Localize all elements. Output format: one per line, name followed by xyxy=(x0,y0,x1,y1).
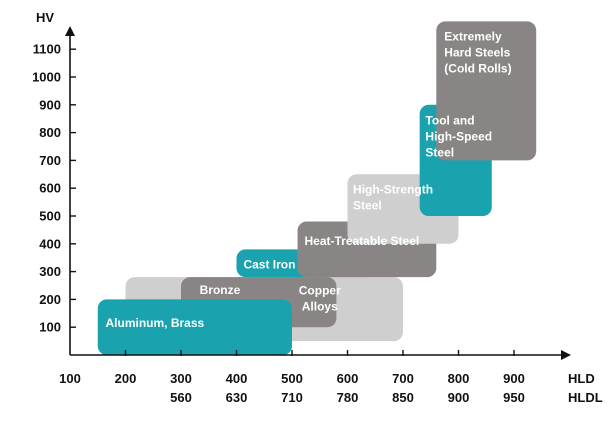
x-tick-label-hld: 400 xyxy=(226,371,248,386)
x-tick-label-hldl: 950 xyxy=(503,390,525,405)
x-tick-label-hld: 700 xyxy=(392,371,414,386)
material-label: Steel xyxy=(425,146,454,160)
x-tick-label-hldl: 900 xyxy=(448,390,470,405)
range-box-extremely-hard-steels-cold-rolls xyxy=(436,21,537,161)
y-tick-label: 600 xyxy=(39,181,61,196)
y-tick-label: 100 xyxy=(39,320,61,335)
x-axis-arrow xyxy=(561,350,571,360)
x-tick-label-hld: 900 xyxy=(503,371,525,386)
axes xyxy=(65,26,571,360)
y-tick-label: 1000 xyxy=(32,70,61,85)
x-tick-label-hldl: 780 xyxy=(337,390,359,405)
range-box-aluminum-brass xyxy=(97,299,292,355)
y-tick-label: 800 xyxy=(39,125,61,140)
range-rect xyxy=(436,21,537,161)
range-rect xyxy=(97,299,292,355)
y-tick-label: 1100 xyxy=(33,42,61,57)
x-tick-label-hldl: 630 xyxy=(226,390,248,405)
x-axis-title-hld: HLD xyxy=(568,371,595,386)
material-label: Heat-Treatable Steel xyxy=(304,234,419,248)
material-label: Alloys xyxy=(302,300,338,314)
y-axis-arrow xyxy=(65,26,75,36)
material-label: Tool and xyxy=(425,114,474,128)
x-tick-label-hldl: 850 xyxy=(392,390,414,405)
material-label: High-Strength xyxy=(353,183,433,197)
material-label: Steel xyxy=(353,199,382,213)
material-label: Bronze xyxy=(200,283,241,297)
x-tick-label-hldl: 710 xyxy=(281,390,303,405)
axis-titles: HV HLD HLDL xyxy=(36,10,603,405)
material-label: Cast Iron xyxy=(243,258,295,272)
x-axis-title-hldl: HLDL xyxy=(568,390,603,405)
material-label: (Cold Rolls) xyxy=(444,62,511,76)
x-tick-label-hld: 500 xyxy=(281,371,303,386)
y-tick-label: 500 xyxy=(39,209,61,224)
material-label: Hard Steels xyxy=(444,46,510,60)
y-tick-label: 200 xyxy=(39,292,61,307)
material-ranges: Copper Alloys Bronze Aluminum, Brass Cast Ir… xyxy=(97,21,537,355)
y-tick-label: 900 xyxy=(39,97,61,112)
x-tick-label-hld: 600 xyxy=(337,371,359,386)
y-tick-label: 400 xyxy=(39,236,61,251)
x-tick-label-hld: 100 xyxy=(59,371,81,386)
y-tick-label: 300 xyxy=(39,264,61,279)
x-tick-label-hld: 800 xyxy=(448,371,470,386)
x-tick-label-hld: 300 xyxy=(170,371,192,386)
tick-labels: 100 200 300 400 500 600 700 800 900 1000 1100 100 20… xyxy=(32,42,525,405)
material-label: Extremely xyxy=(444,30,502,44)
y-tick-label: 700 xyxy=(39,153,61,168)
material-label: Aluminum, Brass xyxy=(106,316,205,330)
y-axis-title: HV xyxy=(36,10,54,25)
x-tick-label-hld: 200 xyxy=(115,371,137,386)
x-tick-label-hldl: 560 xyxy=(170,390,192,405)
material-label: High-Speed xyxy=(425,130,492,144)
material-label: Copper xyxy=(299,284,341,298)
